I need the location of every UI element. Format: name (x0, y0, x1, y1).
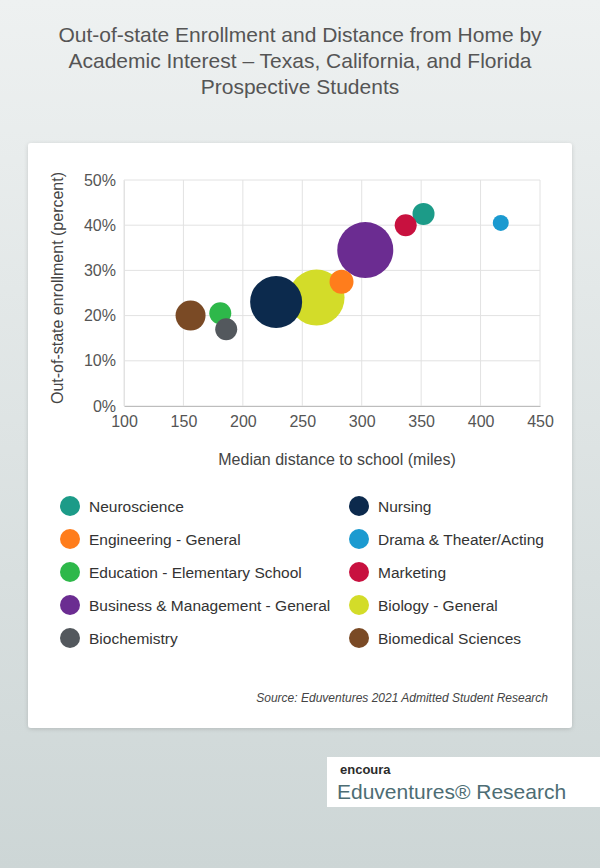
logo-name: Eduventures® Research (337, 780, 566, 803)
legend-label: Biology - General (378, 597, 498, 614)
y-tick: 0% (93, 398, 124, 415)
x-tick-label: 300 (349, 413, 376, 430)
legend-marker (60, 595, 80, 615)
grid (124, 180, 540, 406)
legend-item: Drama & Theater/Acting (349, 529, 544, 549)
legend-item: Biochemistry (60, 628, 178, 648)
x-tick: 450 (527, 406, 554, 430)
y-axis-title: Out-of-state enrollment (percent) (49, 172, 66, 404)
grid-line-x (540, 180, 541, 406)
x-tick: 200 (230, 406, 257, 430)
grid-line-x (183, 180, 184, 406)
y-tick: 50% (84, 172, 124, 189)
legend-label: Drama & Theater/Acting (378, 531, 544, 548)
x-tick: 350 (408, 406, 435, 430)
grid-line-x (361, 180, 362, 406)
x-tick-label: 400 (468, 413, 495, 430)
legend-item: Education - Elementary School (60, 562, 302, 582)
legend-label: Nursing (378, 498, 431, 515)
legend-label: Biomedical Sciences (378, 630, 521, 647)
legend-label: Education - Elementary School (89, 564, 302, 581)
grid-line-y (124, 360, 540, 361)
x-axis-title: Median distance to school (miles) (218, 451, 455, 468)
y-axis-line (124, 181, 125, 407)
bubble (176, 301, 206, 331)
y-tick: 40% (84, 217, 124, 234)
x-tick-label: 250 (289, 413, 316, 430)
grid-line-x (124, 180, 125, 406)
logo-brand: encoura (340, 762, 391, 777)
y-tick-label: 30% (84, 262, 116, 279)
legend-item: Marketing (349, 562, 446, 582)
bubble (493, 215, 509, 231)
legend-item: Biology - General (349, 595, 498, 615)
legend-label: Marketing (378, 564, 446, 581)
background (0, 0, 600, 868)
grid-line-y (124, 180, 540, 181)
x-tick-label: 200 (230, 413, 257, 430)
legend-marker (349, 496, 369, 516)
bubble (250, 276, 302, 328)
bubble (337, 222, 393, 278)
legend-marker (60, 562, 80, 582)
x-tick-label: 150 (171, 413, 198, 430)
legend-label: Biochemistry (89, 630, 178, 647)
x-tick: 300 (349, 406, 376, 430)
legend-marker (60, 496, 80, 516)
legend-label: Engineering - General (89, 531, 241, 548)
y-tick: 30% (84, 262, 124, 279)
y-tick-label: 20% (84, 307, 116, 324)
legend-marker (60, 628, 80, 648)
grid-line-y (124, 406, 540, 407)
x-tick: 250 (289, 406, 316, 430)
source: Source: Eduventures 2021 Admitted Studen… (256, 691, 548, 705)
x-tick-label: 100 (111, 413, 138, 430)
legend-item: Engineering - General (60, 529, 241, 549)
y-tick: 10% (84, 352, 124, 369)
legend-item: Business & Management - General (60, 595, 330, 615)
legend-marker (60, 529, 80, 549)
legend-marker (349, 628, 369, 648)
x-tick-label: 350 (408, 413, 435, 430)
legend-label: Neuroscience (89, 498, 184, 515)
chart-root: 100 150 200 250 300 350 400 450 0% 10% 20% 30% 40% 50… (0, 0, 600, 868)
x-tick-label: 450 (527, 413, 554, 430)
card (28, 143, 572, 728)
y-tick-label: 50% (84, 172, 116, 189)
x-tick: 150 (171, 406, 198, 430)
y-tick-label: 0% (93, 398, 116, 415)
bubble (330, 270, 354, 294)
y-tick-label: 10% (84, 352, 116, 369)
y-tick: 20% (84, 307, 124, 324)
logo-box (327, 757, 600, 807)
title: Out-of-state Enrollment and Distance fro… (55, 22, 545, 100)
legend-label: Business & Management - General (89, 597, 330, 614)
y-tick-label: 40% (84, 217, 116, 234)
x-axis: 100 150 200 250 300 350 400 450 (111, 406, 554, 430)
x-axis-line (125, 406, 541, 407)
legend-item: Neuroscience (60, 496, 184, 516)
grid-line-x (480, 180, 481, 406)
grid-line-x (242, 180, 243, 406)
bubble (395, 214, 417, 236)
legend-item: Biomedical Sciences (349, 628, 521, 648)
y-axis: 0% 10% 20% 30% 40% 50% (84, 172, 125, 415)
legend-marker (349, 529, 369, 549)
bubble (215, 318, 237, 340)
x-tick: 400 (468, 406, 495, 430)
legend-marker (349, 595, 369, 615)
bubbles (176, 203, 509, 340)
legend: Neuroscience Nursing Engineering - General… (60, 496, 544, 648)
grid-line-y (124, 225, 540, 226)
grid-line-y (124, 270, 540, 271)
legend-item: Nursing (349, 496, 431, 516)
legend-marker (349, 562, 369, 582)
